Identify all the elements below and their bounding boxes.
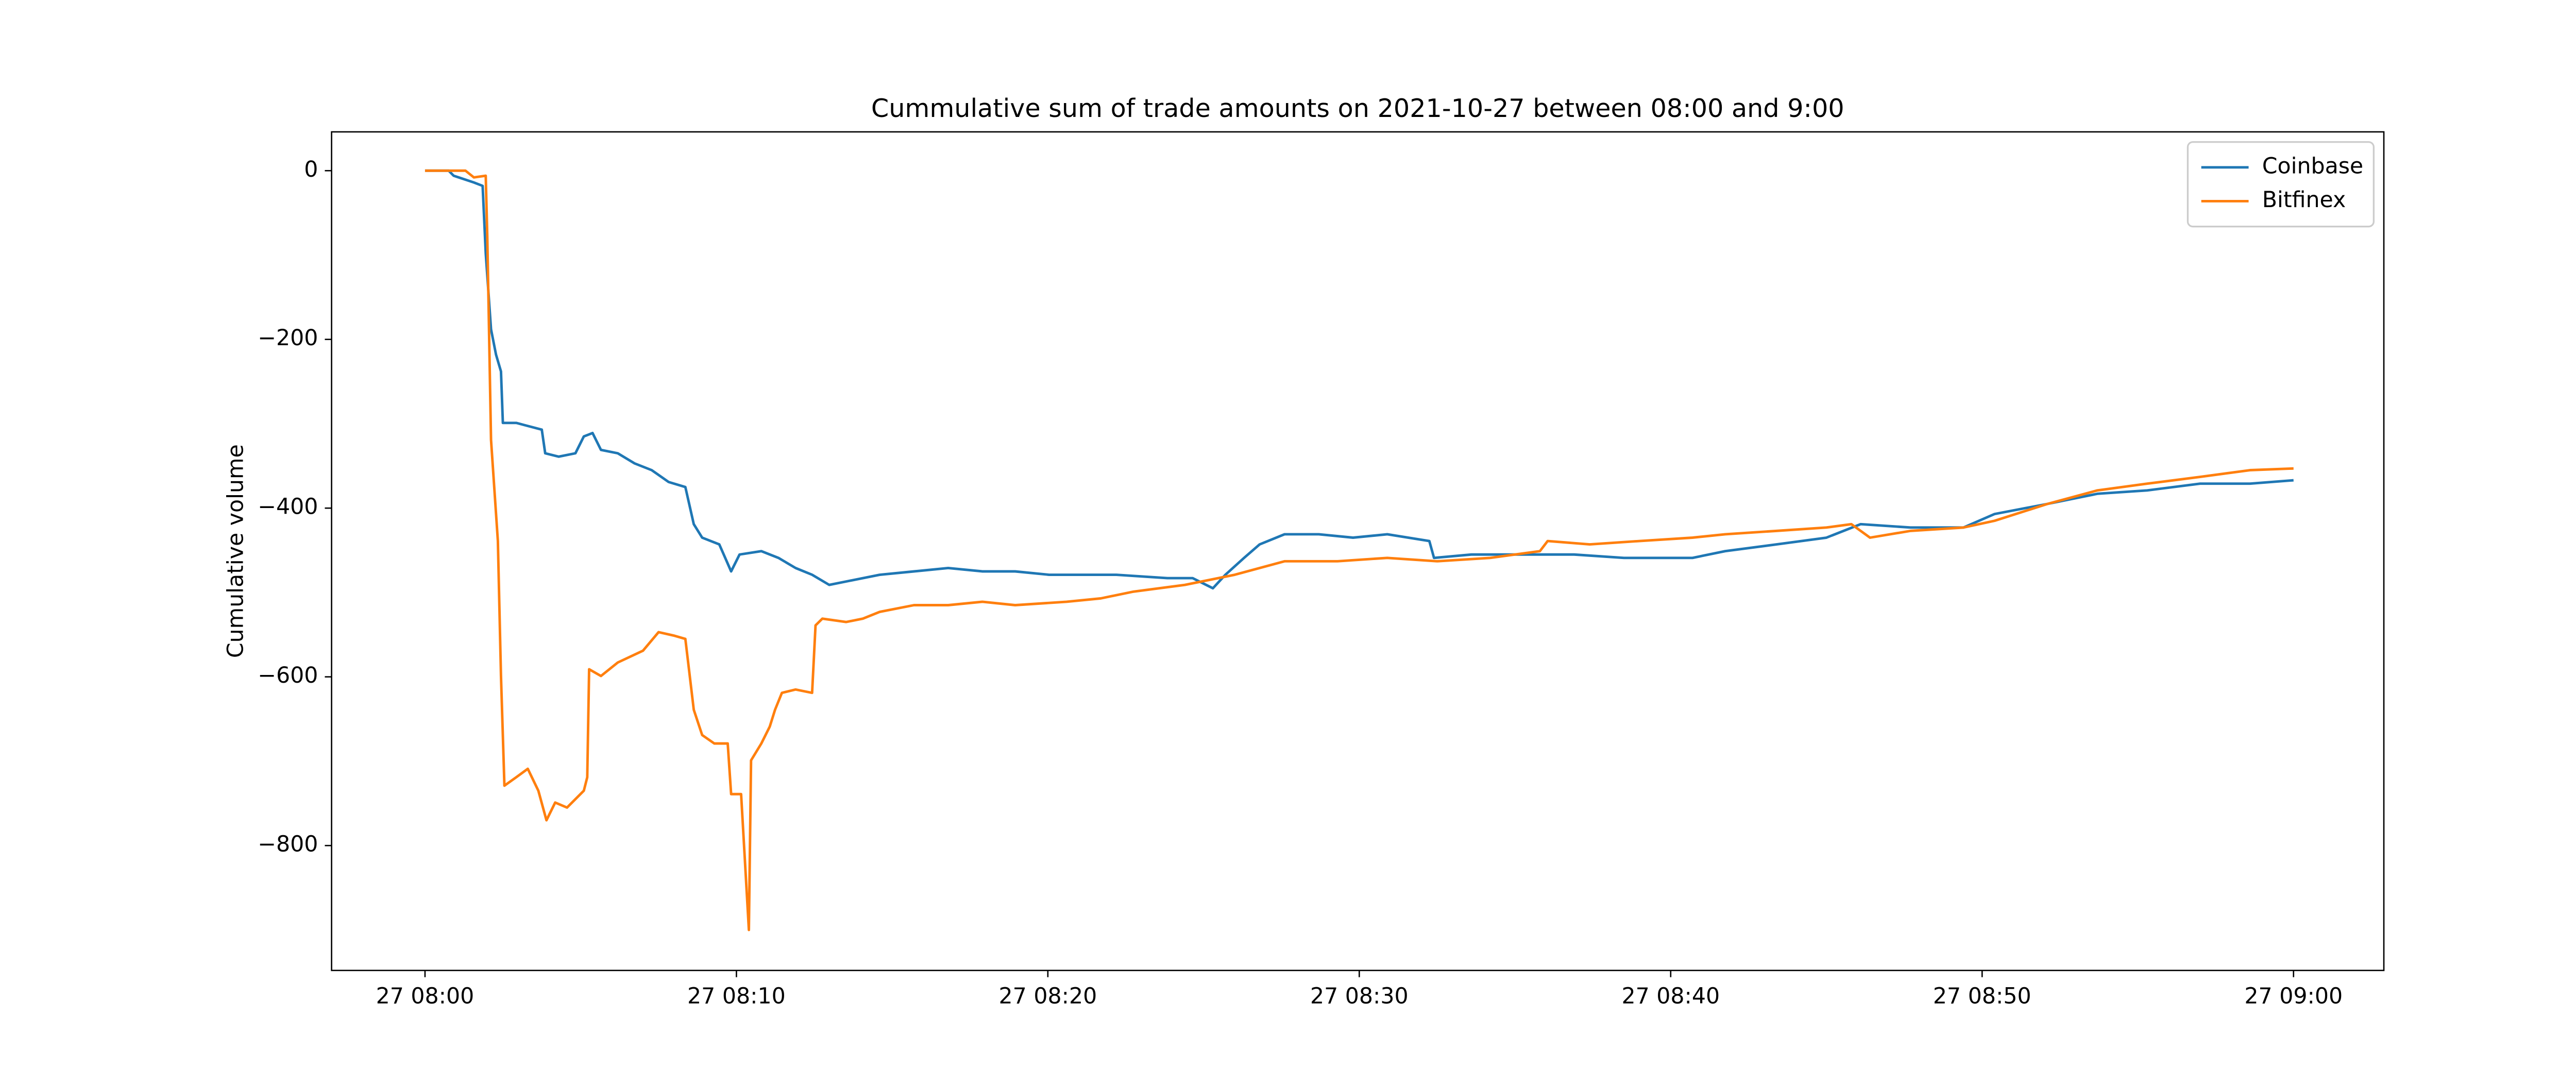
y-tick-label: −400 <box>258 494 318 520</box>
y-axis-label: Cumulative volume <box>223 444 248 658</box>
legend-label: Coinbase <box>2262 153 2363 179</box>
x-tick-label: 27 08:30 <box>1310 983 1409 1009</box>
legend-box <box>2187 141 2375 228</box>
x-tick-label: 27 08:50 <box>1933 983 2031 1009</box>
x-tick-label: 27 08:10 <box>687 983 786 1009</box>
y-tick-label: −600 <box>258 663 318 688</box>
x-tick-label: 27 08:40 <box>1621 983 1720 1009</box>
x-tick-label: 27 08:20 <box>999 983 1097 1009</box>
data-line <box>425 169 2294 932</box>
legend-label: Bitfinex <box>2262 187 2346 213</box>
y-tick-label: 0 <box>304 157 318 182</box>
y-tick-label: −200 <box>258 325 318 351</box>
x-tick-label: 27 08:00 <box>376 983 474 1009</box>
legend: Coinbase Bitfinex <box>2187 141 2375 228</box>
chart-title: Cummulative sum of trade amounts on 2021… <box>871 93 1844 123</box>
y-tick-label: −800 <box>258 832 318 857</box>
data-line <box>425 169 2294 590</box>
plot-frame <box>331 131 2385 971</box>
x-tick-label: 27 09:00 <box>2244 983 2343 1009</box>
